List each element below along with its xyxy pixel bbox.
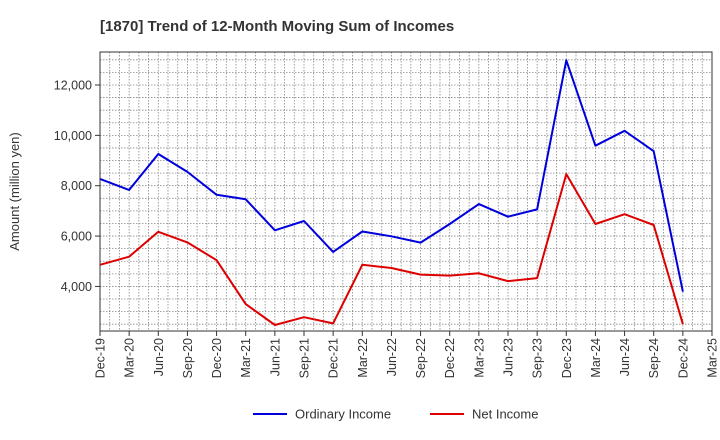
x-tick-label: Jun-22 bbox=[385, 338, 399, 376]
x-tick-label: Jun-21 bbox=[268, 338, 282, 376]
y-axis-ticks: 4,000 6,000 8,000 10,000 12,000 bbox=[54, 78, 100, 294]
x-tick-label: Dec-21 bbox=[327, 338, 341, 378]
x-tick-label: Dec-23 bbox=[560, 338, 574, 378]
y-tick-label: 10,000 bbox=[54, 129, 92, 143]
x-tick-label: Dec-20 bbox=[210, 338, 224, 378]
y-tick-label: 4,000 bbox=[61, 280, 92, 294]
x-tick-label: Mar-20 bbox=[123, 338, 137, 378]
x-tick-label: Jun-24 bbox=[618, 338, 632, 376]
y-tick-label: 12,000 bbox=[54, 78, 92, 92]
x-tick-label: Sep-23 bbox=[531, 338, 545, 378]
x-tick-label: Mar-21 bbox=[239, 338, 253, 378]
x-tick-label: Jun-23 bbox=[502, 338, 516, 376]
x-tick-label: Mar-24 bbox=[589, 338, 603, 378]
x-tick-label: Jun-20 bbox=[152, 338, 166, 376]
series-lines bbox=[99, 59, 684, 326]
x-tick-label: Dec-24 bbox=[676, 338, 690, 378]
x-tick-label: Sep-24 bbox=[647, 338, 661, 378]
x-tick-label: Sep-20 bbox=[181, 338, 195, 378]
x-tick-label: Mar-25 bbox=[706, 338, 720, 378]
plot-frame bbox=[99, 51, 713, 332]
x-tick-label: Sep-21 bbox=[298, 338, 312, 378]
x-tick-label: Mar-22 bbox=[356, 338, 370, 378]
series-line-net-income bbox=[99, 173, 684, 326]
series-line-ordinary-income bbox=[99, 59, 684, 292]
legend-label: Ordinary Income bbox=[295, 407, 391, 422]
x-tick-label: Dec-22 bbox=[443, 338, 457, 378]
x-tick-label: Mar-23 bbox=[472, 338, 486, 378]
legend: Ordinary Income Net Income bbox=[253, 407, 538, 422]
y-axis-label: Amount (million yen) bbox=[7, 132, 22, 251]
x-tick-label: Sep-22 bbox=[414, 338, 428, 378]
x-tick-label: Dec-19 bbox=[94, 338, 108, 378]
legend-label: Net Income bbox=[472, 407, 538, 422]
y-tick-label: 8,000 bbox=[61, 179, 92, 193]
x-axis-ticks: Dec-19 Mar-20 Jun-20 Sep-20 Dec-20 Mar-21 Jun-… bbox=[94, 331, 720, 378]
grid bbox=[100, 52, 712, 331]
y-tick-label: 6,000 bbox=[61, 230, 92, 244]
chart-title: [1870] Trend of 12-Month Moving Sum of I… bbox=[100, 18, 454, 35]
